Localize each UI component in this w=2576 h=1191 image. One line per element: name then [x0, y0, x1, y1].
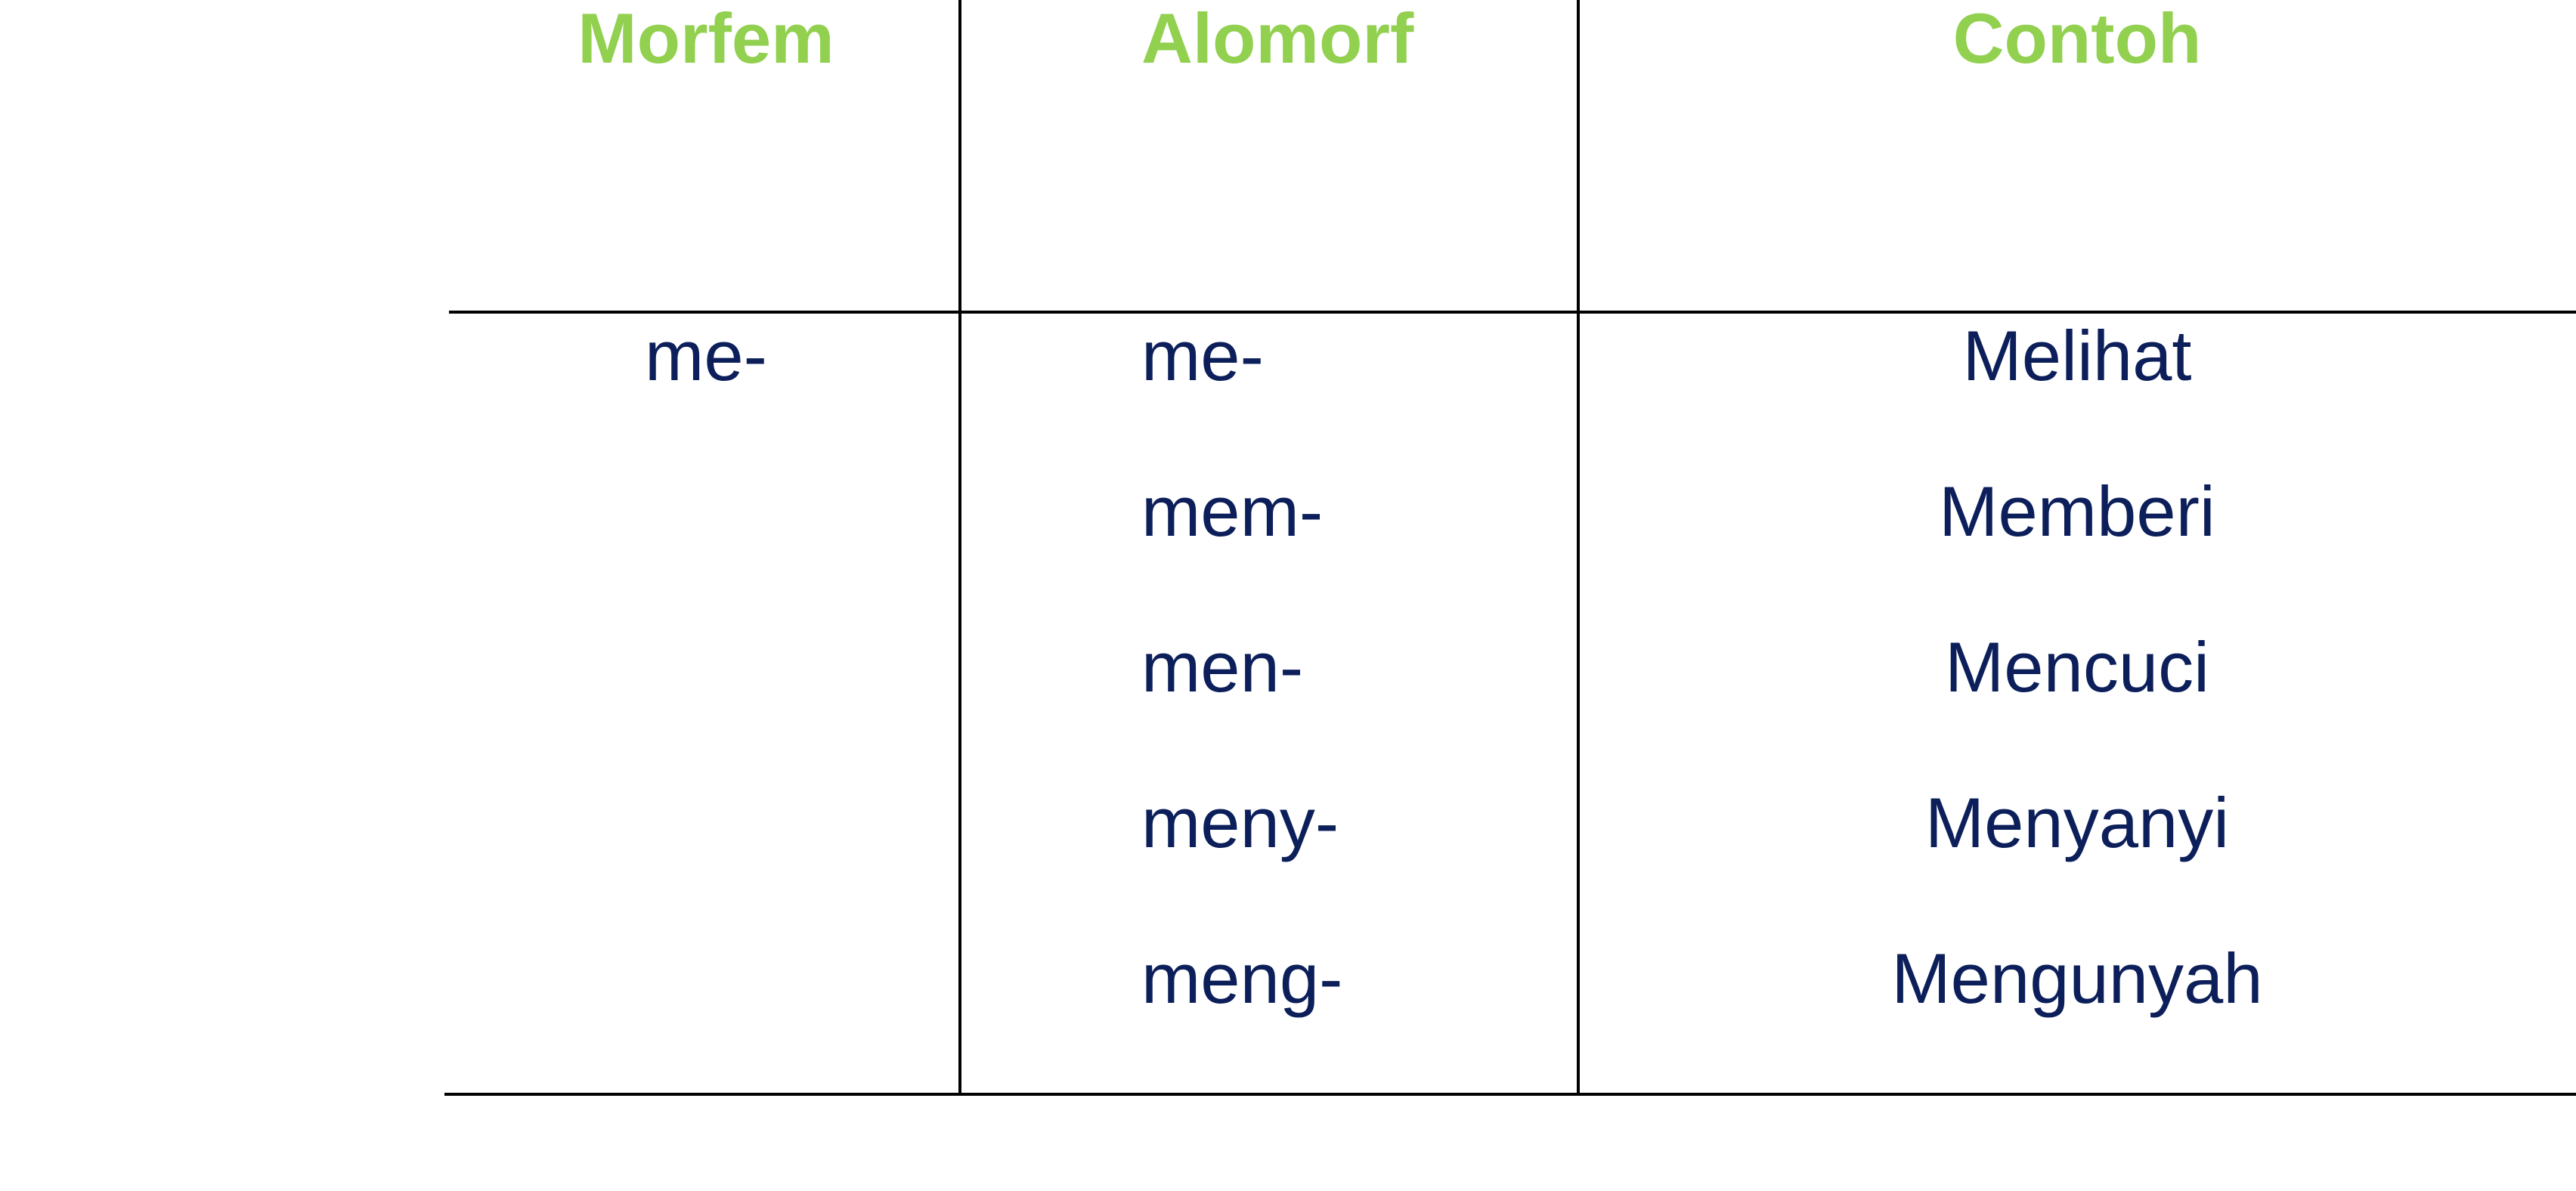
header-alomorf: Alomorf [1141, 0, 1414, 78]
morfem-cell: me- [645, 316, 767, 395]
header-contoh: Contoh [1952, 0, 2202, 78]
header-rule [449, 311, 2576, 314]
header-morfem: Morfem [577, 0, 834, 78]
bottom-rule [444, 1093, 2576, 1096]
alomorf-cell: mem- [1141, 472, 1324, 551]
contoh-cell: Memberi [1939, 472, 2215, 551]
column-divider-1 [958, 0, 961, 1096]
contoh-cell: Mencuci [1944, 627, 2210, 707]
contoh-cell: Menyanyi [1924, 783, 2230, 862]
alomorf-cell: me- [1141, 316, 1264, 395]
alomorf-cell: meng- [1141, 939, 1343, 1018]
contoh-cell: Melihat [1962, 316, 2192, 395]
column-divider-2 [1577, 0, 1580, 1096]
contoh-cell: Mengunyah [1891, 939, 2263, 1018]
alomorf-cell: men- [1141, 627, 1304, 707]
alomorf-cell: meny- [1141, 783, 1339, 862]
